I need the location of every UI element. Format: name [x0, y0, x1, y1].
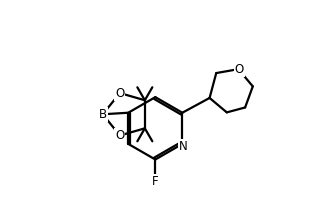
- Text: F: F: [152, 175, 159, 188]
- Text: O: O: [115, 87, 124, 100]
- Text: B: B: [99, 108, 107, 121]
- Text: N: N: [179, 140, 187, 153]
- Text: O: O: [235, 63, 244, 76]
- Text: O: O: [115, 129, 124, 142]
